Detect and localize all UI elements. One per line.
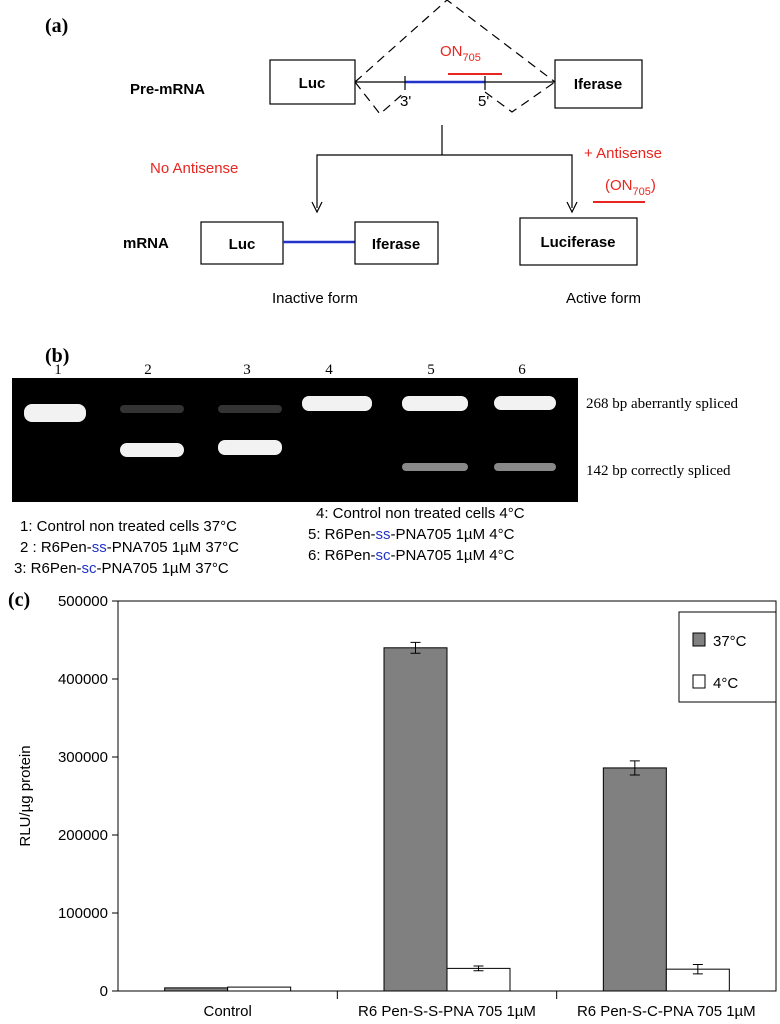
band (402, 396, 468, 411)
condition: + Antisense (584, 145, 662, 162)
lane-labels: 1 2 3 4 5 6 (54, 362, 526, 378)
error-bar (692, 963, 703, 975)
band (120, 405, 184, 413)
legend-swatch (692, 632, 706, 647)
panel-label: (c) (8, 589, 30, 611)
exon-box (200, 221, 284, 265)
lane-label: 1 (54, 362, 62, 378)
band (402, 463, 468, 471)
band (218, 440, 282, 455)
condition: No Antisense (150, 160, 238, 177)
band (24, 404, 86, 422)
error-bar (410, 641, 421, 654)
legend-line: 4: Control non treated cells 4°C (316, 505, 525, 522)
x-tick-label: Control (203, 1003, 251, 1020)
legend-part: 1: Control non treated cells 37°C (20, 518, 237, 535)
exon-label: Luc (229, 236, 256, 253)
panel-label: (b) (45, 345, 69, 367)
lane-label: 5 (427, 362, 435, 378)
legend-swatch (692, 674, 706, 689)
legend-part: 6: R6Pen- (308, 547, 376, 564)
bar (602, 767, 667, 992)
legend-line: 2 : R6Pen-ss-PNA705 1µM 37°C (20, 539, 239, 556)
oligo-label: ON705 (440, 43, 481, 64)
legend-line: 5: R6Pen-ss-PNA705 1µM 4°C (308, 526, 515, 543)
x-tick-label: R6 Pen-S-C-PNA 705 1µM (577, 1003, 756, 1020)
legend-part: ss (376, 526, 391, 543)
exon-label: Iferase (372, 236, 420, 253)
bar (383, 647, 448, 992)
y-tick-label: 100000 (58, 905, 108, 922)
branch (316, 154, 573, 208)
band (302, 396, 372, 411)
panel-label: (a) (45, 15, 68, 37)
form-label: Active form (566, 290, 641, 307)
band (494, 396, 556, 410)
legend-part: -PNA705 1µM 37°C (107, 539, 239, 556)
legend-part: -PNA705 1µM 4°C (391, 547, 515, 564)
legend-part: 2 : R6Pen- (20, 539, 92, 556)
gel-legend: 1: Control non treated cells 37°C 2 : R6P… (14, 505, 525, 577)
chart: 0 100000 200000 300000 400000 500000 Control R6… (58, 593, 777, 1020)
site-label: 5' (478, 93, 489, 110)
bar (227, 986, 292, 992)
band-label: 142 bp correctly spliced (586, 463, 731, 479)
lane-label: 3 (243, 362, 251, 378)
dashed-splice (354, 81, 406, 115)
y-tick-label: 200000 (58, 827, 108, 844)
oligo-label: (ON705) (605, 177, 656, 198)
legend-line: 1: Control non treated cells 37°C (20, 518, 237, 535)
legend-part: -PNA705 1µM 37°C (97, 560, 229, 577)
legend-part: 3: R6Pen- (14, 560, 82, 577)
row-label: mRNA (123, 235, 169, 252)
exon-label: Luc (299, 75, 326, 92)
legend-part: -PNA705 1µM 4°C (391, 526, 515, 543)
legend-line: 3: R6Pen-sc-PNA705 1µM 37°C (14, 560, 229, 577)
dashed-splice (354, 0, 556, 83)
lane-label: 6 (518, 362, 526, 378)
legend-label: 4°C (713, 675, 738, 692)
legend-part: 5: R6Pen- (308, 526, 376, 543)
legend-part: 4: Control non treated cells 4°C (316, 505, 525, 522)
legend-part: sc (82, 560, 98, 577)
legend-line: 6: R6Pen-sc-PNA705 1µM 4°C (308, 547, 515, 564)
gel (12, 378, 578, 502)
error-bar (473, 965, 484, 972)
legend-part: ss (92, 539, 107, 556)
legend-part: sc (376, 547, 392, 564)
arrowheads (311, 201, 578, 214)
exon-label: Iferase (574, 76, 622, 93)
dashed-splice (484, 81, 556, 113)
bar (446, 967, 511, 992)
site-label: 3' (400, 93, 411, 110)
exon-label: Luciferase (540, 234, 615, 251)
lane-label: 4 (325, 362, 333, 378)
error-bar (629, 760, 640, 776)
band (218, 405, 282, 413)
x-tick-label: R6 Pen-S-S-PNA 705 1µM (358, 1003, 536, 1020)
lane-label: 2 (144, 362, 152, 378)
exon-box (269, 59, 356, 105)
exon-box (354, 221, 439, 265)
exon-box (554, 59, 643, 109)
bar (164, 987, 229, 992)
row-label: Pre-mRNA (130, 81, 205, 98)
gel-bands (24, 396, 556, 471)
y-axis-label: RLU/µg protein (17, 745, 34, 846)
y-tick-label: 400000 (58, 671, 108, 688)
band (494, 463, 556, 471)
y-tick-label: 500000 (58, 593, 108, 610)
band (120, 443, 184, 457)
y-tick-label: 0 (100, 983, 108, 1000)
exon-box (519, 217, 638, 266)
legend-label: 37°C (713, 633, 747, 650)
y-tick-label: 300000 (58, 749, 108, 766)
form-label: Inactive form (272, 290, 358, 307)
band-label: 268 bp aberrantly spliced (586, 396, 739, 412)
